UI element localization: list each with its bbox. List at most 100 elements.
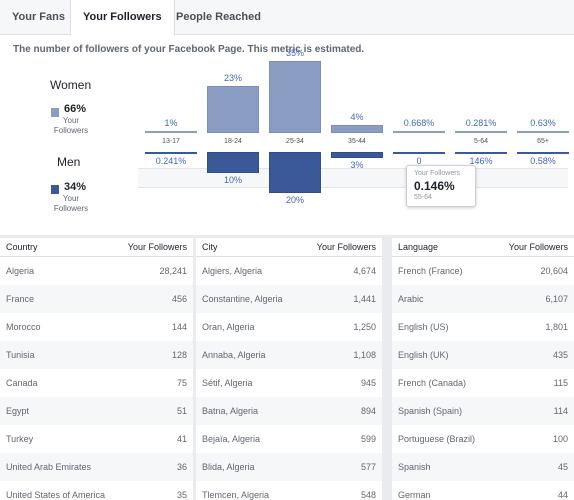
men-value-label: 20% xyxy=(285,195,304,205)
row-value: 51 xyxy=(176,406,187,416)
row-value: 44 xyxy=(557,490,568,500)
row-value: 144 xyxy=(171,322,187,332)
women-bar xyxy=(145,130,197,133)
row-value: 456 xyxy=(171,294,187,304)
country-table-header: Country Your Followers xyxy=(0,238,193,257)
table-row: German 44 xyxy=(392,481,574,500)
city-table-header: City Your Followers xyxy=(196,238,382,257)
metric-description: The number of followers of your Facebook… xyxy=(13,44,365,55)
row-value: 435 xyxy=(552,350,568,360)
row-label: Arabic xyxy=(398,294,424,304)
row-value: 894 xyxy=(360,406,376,416)
table-row: Batna, Algeria 894 xyxy=(196,397,382,425)
women-value-label: 0.281% xyxy=(465,118,497,128)
table-row: Sétif, Algeria 945 xyxy=(196,369,382,397)
row-value: 6,107 xyxy=(545,294,568,304)
age-tick-label: 25-34 xyxy=(286,138,304,145)
row-value: 100 xyxy=(552,434,568,444)
table-row: United States of America 35 xyxy=(0,481,193,500)
men-value-label: 3% xyxy=(350,160,364,171)
row-value: 36 xyxy=(176,462,187,472)
women-value-label: 4% xyxy=(350,111,364,122)
row-label: Algeria xyxy=(6,266,35,276)
row-value: 1,801 xyxy=(545,322,568,332)
row-label: Tlemcen, Algeria xyxy=(202,490,270,500)
country-table: Country Your Followers Algeria 28,241 Fran… xyxy=(0,238,193,500)
followers-col-header[interactable]: Your Followers xyxy=(316,242,376,252)
row-value: 577 xyxy=(360,462,376,472)
table-row: France 456 xyxy=(0,285,193,313)
table-row: United Arab Emirates 36 xyxy=(0,453,193,481)
row-label: Constantine, Algeria xyxy=(202,294,283,304)
table-row: English (UK) 435 xyxy=(392,341,574,369)
row-value: 599 xyxy=(360,434,376,444)
table-row: Spanish (Spain) 114 xyxy=(392,397,574,425)
followers-col-header[interactable]: Your Followers xyxy=(127,242,187,252)
women-swatch xyxy=(51,108,59,117)
table-row: Bejaïa, Algeria 599 xyxy=(196,425,382,453)
table-row: Tlemcen, Algeria 548 xyxy=(196,481,382,500)
tab-your-followers[interactable]: Your Followers xyxy=(70,0,175,35)
women-value-label: 35% xyxy=(285,48,304,59)
row-label: English (US) xyxy=(398,322,449,332)
row-label: Canada xyxy=(6,378,38,388)
table-row: Constantine, Algeria 1,441 xyxy=(196,285,382,313)
women-bar xyxy=(455,131,507,133)
row-label: United States of America xyxy=(6,490,106,500)
language-col-header[interactable]: Language xyxy=(398,242,439,252)
row-label: French (Canada) xyxy=(398,378,467,388)
row-label: United Arab Emirates xyxy=(6,462,92,472)
row-label: Morocco xyxy=(6,322,41,332)
men-sub: Your Followers xyxy=(53,194,89,213)
table-row: English (US) 1,801 xyxy=(392,313,574,341)
row-value: 35 xyxy=(176,490,187,500)
men-bar xyxy=(207,152,259,173)
tab-people-reached[interactable]: People Reached xyxy=(176,11,261,23)
men-value-label: 0 xyxy=(416,156,422,166)
table-row: Canada 75 xyxy=(0,369,193,397)
women-bar xyxy=(393,131,445,133)
age-tick-label: 18-24 xyxy=(224,138,242,145)
table-row: Spanish 45 xyxy=(392,453,574,481)
row-label: Algiers, Algeria xyxy=(202,266,263,276)
tab-bar: Your Fans Your Followers People Reached xyxy=(0,0,574,35)
men-percent: 34% xyxy=(64,181,87,193)
chart-tooltip: Your Followers 0.146% 55-64 xyxy=(406,165,476,207)
row-value: 20,604 xyxy=(540,266,568,276)
table-row: Oran, Algeria 1,250 xyxy=(196,313,382,341)
men-swatch xyxy=(51,185,59,194)
table-row: Blida, Algeria 577 xyxy=(196,453,382,481)
row-value: 28,241 xyxy=(159,266,187,276)
table-row: Tunisia 128 xyxy=(0,341,193,369)
city-col-header[interactable]: City xyxy=(202,242,218,252)
table-row: Annaba, Algeria 1,108 xyxy=(196,341,382,369)
table-row: Arabic 6,107 xyxy=(392,285,574,313)
women-value-label: 0.668% xyxy=(403,118,435,128)
followers-col-header[interactable]: Your Followers xyxy=(508,242,568,252)
row-value: 1,250 xyxy=(353,322,376,332)
women-value-label: 23% xyxy=(223,72,242,83)
country-col-header[interactable]: Country xyxy=(6,242,38,252)
men-bar xyxy=(517,152,569,154)
row-label: English (UK) xyxy=(398,350,449,360)
men-value-label: 146% xyxy=(469,156,493,166)
row-label: Spanish xyxy=(398,462,431,472)
tab-your-fans[interactable]: Your Fans xyxy=(12,11,65,23)
row-value: 41 xyxy=(176,434,187,444)
row-value: 115 xyxy=(553,378,568,388)
row-label: Blida, Algeria xyxy=(202,462,255,472)
row-value: 128 xyxy=(171,350,187,360)
women-label: Women xyxy=(50,78,92,92)
men-bar xyxy=(269,152,321,193)
age-tick-label: 35-44 xyxy=(348,138,366,145)
row-label: Egypt xyxy=(6,406,30,416)
row-label: Portuguese (Brazil) xyxy=(398,434,476,444)
women-bar xyxy=(331,124,383,133)
women-value-label: 1% xyxy=(164,117,178,128)
men-bar xyxy=(145,152,197,154)
row-value: 75 xyxy=(176,378,187,388)
followers-chart-panel: The number of followers of your Facebook… xyxy=(0,35,574,235)
row-value: 114 xyxy=(553,406,568,416)
language-table-header: Language Your Followers xyxy=(392,238,574,257)
age-tick-label: 65+ xyxy=(537,138,549,145)
